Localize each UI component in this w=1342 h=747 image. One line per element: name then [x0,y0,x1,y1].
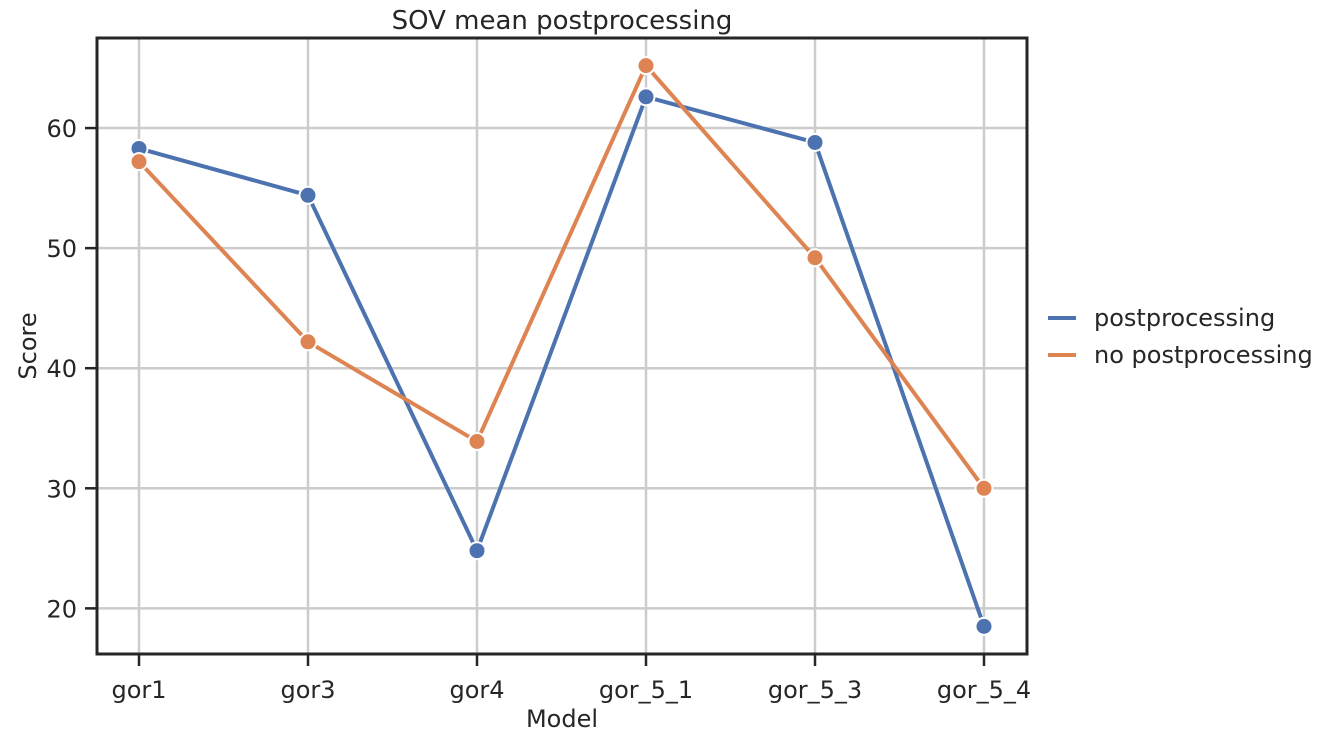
data-point [974,616,994,636]
series-0 [129,87,994,636]
data-point [298,185,318,205]
y-tick-label: 30 [46,475,77,503]
x-axis-title: Model [526,705,598,733]
data-point [974,478,994,498]
data-point [467,431,487,451]
x-tick-label: gor_5_4 [937,676,1031,704]
x-tick-label: gor4 [449,676,504,704]
legend-item: no postprocessing [1048,341,1313,369]
x-tick-label: gor_5_3 [768,676,862,704]
y-tick-label: 20 [46,595,77,623]
x-tick-label: gor_5_1 [599,676,693,704]
series-1 [129,56,994,498]
legend-label: no postprocessing [1094,341,1313,369]
x-tick-label: gor1 [111,676,166,704]
data-point [298,332,318,352]
data-point [129,152,149,172]
data-point [805,248,825,268]
axis-ticks: gor1 gor3 gor4 gor_5_1 gor_5_3 gor_5_4 20 30 40 5… [46,115,1031,704]
series-line [137,94,986,629]
y-tick-label: 40 [46,355,77,383]
legend: postprocessing no postprocessing [1048,304,1313,369]
series-line [137,63,986,491]
series-group [129,56,994,636]
legend-label: postprocessing [1094,304,1275,332]
grid-lines [97,38,1027,654]
data-point [636,87,656,107]
plot-frame [95,36,1029,656]
data-point [805,132,825,152]
y-tick-label: 60 [46,115,77,143]
y-axis-title: Score [14,312,42,379]
x-tick-label: gor3 [280,676,335,704]
data-point [636,56,656,76]
chart-title: SOV mean postprocessing [392,6,733,36]
legend-item: postprocessing [1048,304,1275,332]
data-point [467,541,487,561]
y-tick-label: 50 [46,235,77,263]
